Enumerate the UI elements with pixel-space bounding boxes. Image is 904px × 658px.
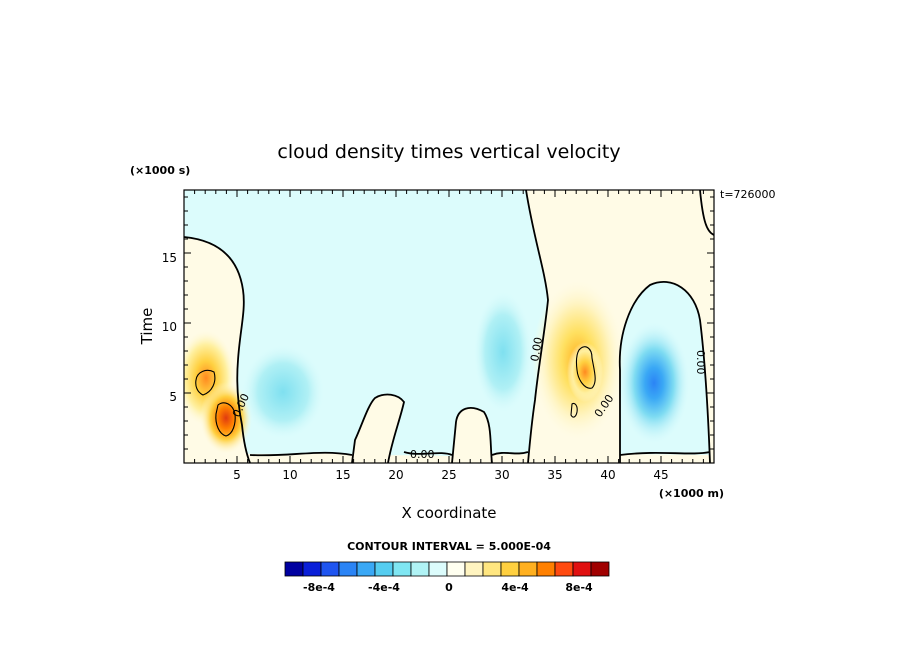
- zero-label-2: 0.00: [410, 448, 435, 461]
- colorbar-swatch: [302, 561, 322, 577]
- plot-area: [184, 190, 714, 463]
- contour-right-cell: [575, 346, 596, 389]
- colorbar-label-zero: 0: [445, 581, 453, 594]
- y-tick-labels: 5 10 15: [162, 251, 177, 404]
- cell-positive-right-core: [567, 342, 603, 402]
- time-stamp: t=726000: [720, 188, 776, 201]
- colorbar-label-neg8: -8e-4: [303, 581, 335, 594]
- colorbar-labels: -8e-4 -4e-4 0 4e-4 8e-4: [303, 581, 593, 594]
- colorbar-swatch: [590, 561, 610, 577]
- colorbar-swatch: [446, 561, 466, 577]
- colorbar-swatch: [410, 561, 430, 577]
- cell-negative-right: [618, 321, 690, 445]
- colorbar-swatch: [500, 561, 520, 577]
- zero-contour-left: [184, 236, 251, 463]
- positive-fringe-top: [700, 190, 714, 235]
- colorbar-label-pos4: 4e-4: [501, 581, 529, 594]
- zero-contour-mid-right: [451, 407, 493, 463]
- x-units-label: (×1000 m): [659, 487, 724, 500]
- contour-lower-left-cell: [215, 402, 236, 437]
- y-tick-10: 10: [162, 320, 177, 334]
- x-tick-5: 5: [233, 468, 241, 482]
- x-tick-10: 10: [282, 468, 297, 482]
- y-axis-label: Time: [138, 308, 156, 346]
- y-units-label: (×1000 s): [130, 164, 190, 177]
- colorbar: [284, 561, 610, 577]
- colorbar-swatch: [356, 561, 376, 577]
- contour-interval-text: CONTOUR INTERVAL = 5.000E-04: [347, 540, 551, 553]
- colorbar-swatch: [284, 561, 304, 577]
- zero-contour-right: [525, 190, 549, 463]
- colorbar-swatch: [392, 561, 412, 577]
- cell-negative-left: [241, 344, 325, 440]
- x-tick-15: 15: [335, 468, 350, 482]
- cell-negative-center: [473, 290, 533, 414]
- colorbar-swatch: [482, 561, 502, 577]
- y-tick-5: 5: [169, 390, 177, 404]
- zero-contour-mid-left: [351, 393, 405, 463]
- zero-label-5: 0.00: [694, 350, 707, 375]
- colorbar-swatch: [572, 561, 592, 577]
- x-tick-30: 30: [494, 468, 509, 482]
- colorbar-swatch: [518, 561, 538, 577]
- zero-label-3: 0.00: [528, 336, 545, 362]
- colorbar-swatch: [536, 561, 556, 577]
- positive-contours: [195, 346, 596, 437]
- zero-contours: [184, 190, 714, 463]
- x-axis-label: X coordinate: [401, 504, 496, 522]
- x-tick-35: 35: [547, 468, 562, 482]
- colorbar-swatch: [464, 561, 484, 577]
- colorbar-swatch: [338, 561, 358, 577]
- zero-contour-tongue: [618, 281, 711, 463]
- y-tick-15: 15: [162, 251, 177, 265]
- x-tick-labels: 5 10 15 20 25 30 35 40 45: [233, 468, 668, 482]
- contour-upper-left-cell: [195, 369, 216, 396]
- contour-right-sliver: [570, 402, 578, 418]
- colorbar-swatch: [320, 561, 340, 577]
- positive-region-mid-right: [452, 407, 492, 463]
- colorbar-label-pos8: 8e-4: [565, 581, 593, 594]
- zero-contour-floor: [249, 451, 711, 457]
- colorbar-swatch: [428, 561, 448, 577]
- x-tick-25: 25: [441, 468, 456, 482]
- tick-marks: [184, 190, 714, 463]
- colorbar-label-neg4: -4e-4: [368, 581, 400, 594]
- colorbar-swatch: [374, 561, 394, 577]
- zero-contour-top-right: [699, 190, 714, 236]
- chart-title: cloud density times vertical velocity: [277, 141, 620, 163]
- x-tick-20: 20: [388, 468, 403, 482]
- x-tick-45: 45: [653, 468, 668, 482]
- colorbar-swatch: [554, 561, 574, 577]
- x-tick-40: 40: [600, 468, 615, 482]
